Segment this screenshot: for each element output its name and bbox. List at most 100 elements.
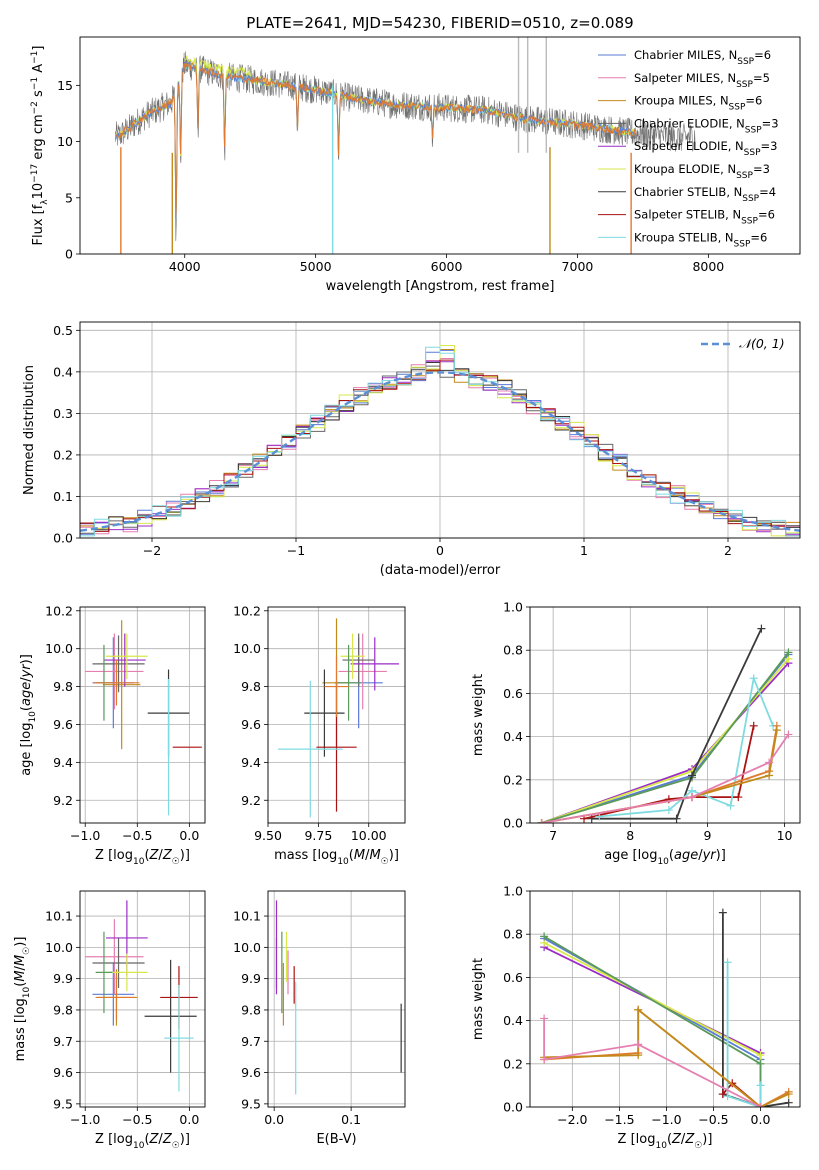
- weight-marker: [540, 1055, 549, 1064]
- x-tick-label: 0: [436, 543, 444, 558]
- errorbar-point: [336, 644, 361, 721]
- y-tick-label: 0.8: [503, 643, 523, 658]
- errorbar-point: [95, 931, 113, 1014]
- y-tick-label: 10: [57, 134, 73, 149]
- panel-age_vs_Z: −1.0 −0.5 0.0 9.2 9.4 9.6 9.8 10.0 10.2 Z [log10(…: [19, 603, 206, 867]
- errorbar-point: [92, 937, 145, 989]
- y-tick-label: 9.5: [241, 1096, 261, 1111]
- y-tick-label: 0.6: [503, 970, 523, 985]
- legend-label: Kroupa MILES, NSSP=6: [634, 94, 762, 113]
- errorbar-point: [304, 669, 345, 757]
- x-tick-label: −1.0: [651, 1112, 681, 1127]
- x-axis-label: E(B-V): [316, 1132, 356, 1147]
- axes-frame: [79, 36, 801, 255]
- weight-marker: [540, 932, 549, 941]
- y-tick-label: 9.8: [53, 1002, 73, 1017]
- errorbar-point: [324, 656, 349, 717]
- y-tick-label: 9.7: [241, 1034, 261, 1049]
- x-tick-label: −2: [143, 543, 161, 558]
- y-tick-label: 0.2: [503, 1056, 523, 1071]
- x-tick-label: 8000: [692, 259, 724, 274]
- model-spectrum: [114, 62, 637, 215]
- x-tick-label: −1.0: [70, 1112, 100, 1127]
- y-tick-label: 9.8: [241, 679, 261, 694]
- legend-label: Salpeter MILES, NSSP=5: [634, 71, 770, 90]
- y-tick-label: 9.6: [241, 1065, 261, 1080]
- errorbar-point: [85, 633, 144, 710]
- y-tick-label: 0.3: [53, 406, 73, 421]
- figure-title: PLATE=2641, MJD=54230, FIBERID=0510, z=0…: [246, 14, 633, 32]
- legend-label: Salpeter STELIB, NSSP=6: [634, 208, 775, 227]
- weight-marker: [688, 793, 696, 802]
- x-tick-label: 7: [549, 828, 557, 843]
- y-tick-label: 0.0: [503, 816, 523, 831]
- errorbar-point: [106, 953, 148, 992]
- x-axis-label: Z [log10(Z/Z☉)]: [95, 1132, 190, 1151]
- axes-frame: [79, 606, 206, 824]
- y-tick-label: 9.4: [241, 755, 261, 770]
- y-tick-label: 10.0: [233, 940, 261, 955]
- panel-age_vs_mass: 9.50 9.75 10.00 9.2 9.4 9.6 9.8 10.0 10.2 mass [l…: [233, 603, 406, 867]
- plot-area-age_vs_mass: [278, 618, 399, 818]
- y-axis-label: mass [log10(M/M☉)]: [13, 937, 32, 1062]
- y-tick-label: 10.0: [45, 940, 73, 955]
- x-tick-label: −1: [287, 543, 305, 558]
- weight-line: [722, 912, 789, 1107]
- errorbar-point: [97, 975, 136, 1020]
- x-axis-label: Z [log10(Z/Z☉)]: [618, 1132, 713, 1151]
- y-tick-label: 0.6: [503, 686, 523, 701]
- weight-line: [599, 675, 774, 818]
- x-tick-label: −2.0: [557, 1112, 587, 1127]
- x-tick-label: 8: [626, 828, 634, 843]
- y-tick-label: 9.6: [53, 717, 73, 732]
- weight-line: [591, 628, 763, 820]
- weight-marker: [757, 624, 766, 633]
- legend-label: Chabrier ELODIE, NSSP=3: [634, 116, 779, 135]
- weight-marker: [634, 1040, 643, 1049]
- axes-frame: [267, 890, 406, 1108]
- plot-area-spectrum: [114, 37, 696, 254]
- errorbar-point: [342, 633, 375, 687]
- weight-marker: [784, 730, 793, 739]
- y-tick-label: 10.0: [233, 641, 261, 656]
- model-spectrum: [114, 55, 637, 219]
- y-tick-label: 0.0: [503, 1100, 523, 1115]
- weight-marker: [634, 1005, 643, 1014]
- gaussian-curve: [80, 371, 800, 532]
- y-tick-label: 0.4: [503, 729, 523, 744]
- weight-line: [726, 962, 762, 1107]
- y-axis-label: Flux [fλ10−17 erg cm−2 s−1 A−1]: [30, 46, 50, 246]
- x-tick-label: 9: [703, 828, 711, 843]
- y-tick-label: 10.2: [45, 603, 73, 618]
- axes-frame: [529, 606, 801, 824]
- x-tick-label: 0.1: [341, 1112, 361, 1127]
- plot-area-mass_vs_ebv: [275, 900, 402, 1095]
- x-tick-label: −1.5: [604, 1112, 634, 1127]
- plot-area-residual_hist: [80, 345, 800, 537]
- y-tick-label: 0.4: [503, 1013, 523, 1028]
- observed-spectrum: [115, 51, 696, 241]
- weight-line: [543, 1018, 761, 1107]
- weight-marker: [784, 1098, 793, 1107]
- weight-marker: [784, 1090, 793, 1099]
- errorbar-point: [350, 637, 399, 691]
- y-tick-label: 0.5: [53, 323, 73, 338]
- y-tick-label: 0.2: [53, 447, 73, 462]
- errorbar-point: [93, 660, 140, 706]
- errorbar-point: [92, 963, 135, 1026]
- x-tick-label: 5000: [300, 259, 332, 274]
- weight-marker: [784, 648, 793, 657]
- x-tick-label: 7000: [562, 259, 594, 274]
- weight-marker: [723, 958, 732, 967]
- legend-label: Chabrier STELIB, NSSP=4: [634, 185, 776, 204]
- y-tick-label: 0.4: [53, 364, 73, 379]
- y-tick-label: 0.2: [503, 772, 523, 787]
- weight-marker: [634, 1051, 643, 1060]
- x-tick-label: −0.5: [122, 828, 152, 843]
- weight-marker: [749, 721, 758, 730]
- y-tick-label: 0.1: [53, 489, 73, 504]
- y-tick-label: 9.7: [53, 1034, 73, 1049]
- legend-label: Salpeter ELODIE, NSSP=3: [634, 139, 777, 158]
- y-tick-label: 9.9: [53, 971, 73, 986]
- panel-weight_vs_age: 7 8 9 10 0.0 0.2 0.4 0.6 0.8 1.0 age [log10(age/yr…: [471, 600, 801, 867]
